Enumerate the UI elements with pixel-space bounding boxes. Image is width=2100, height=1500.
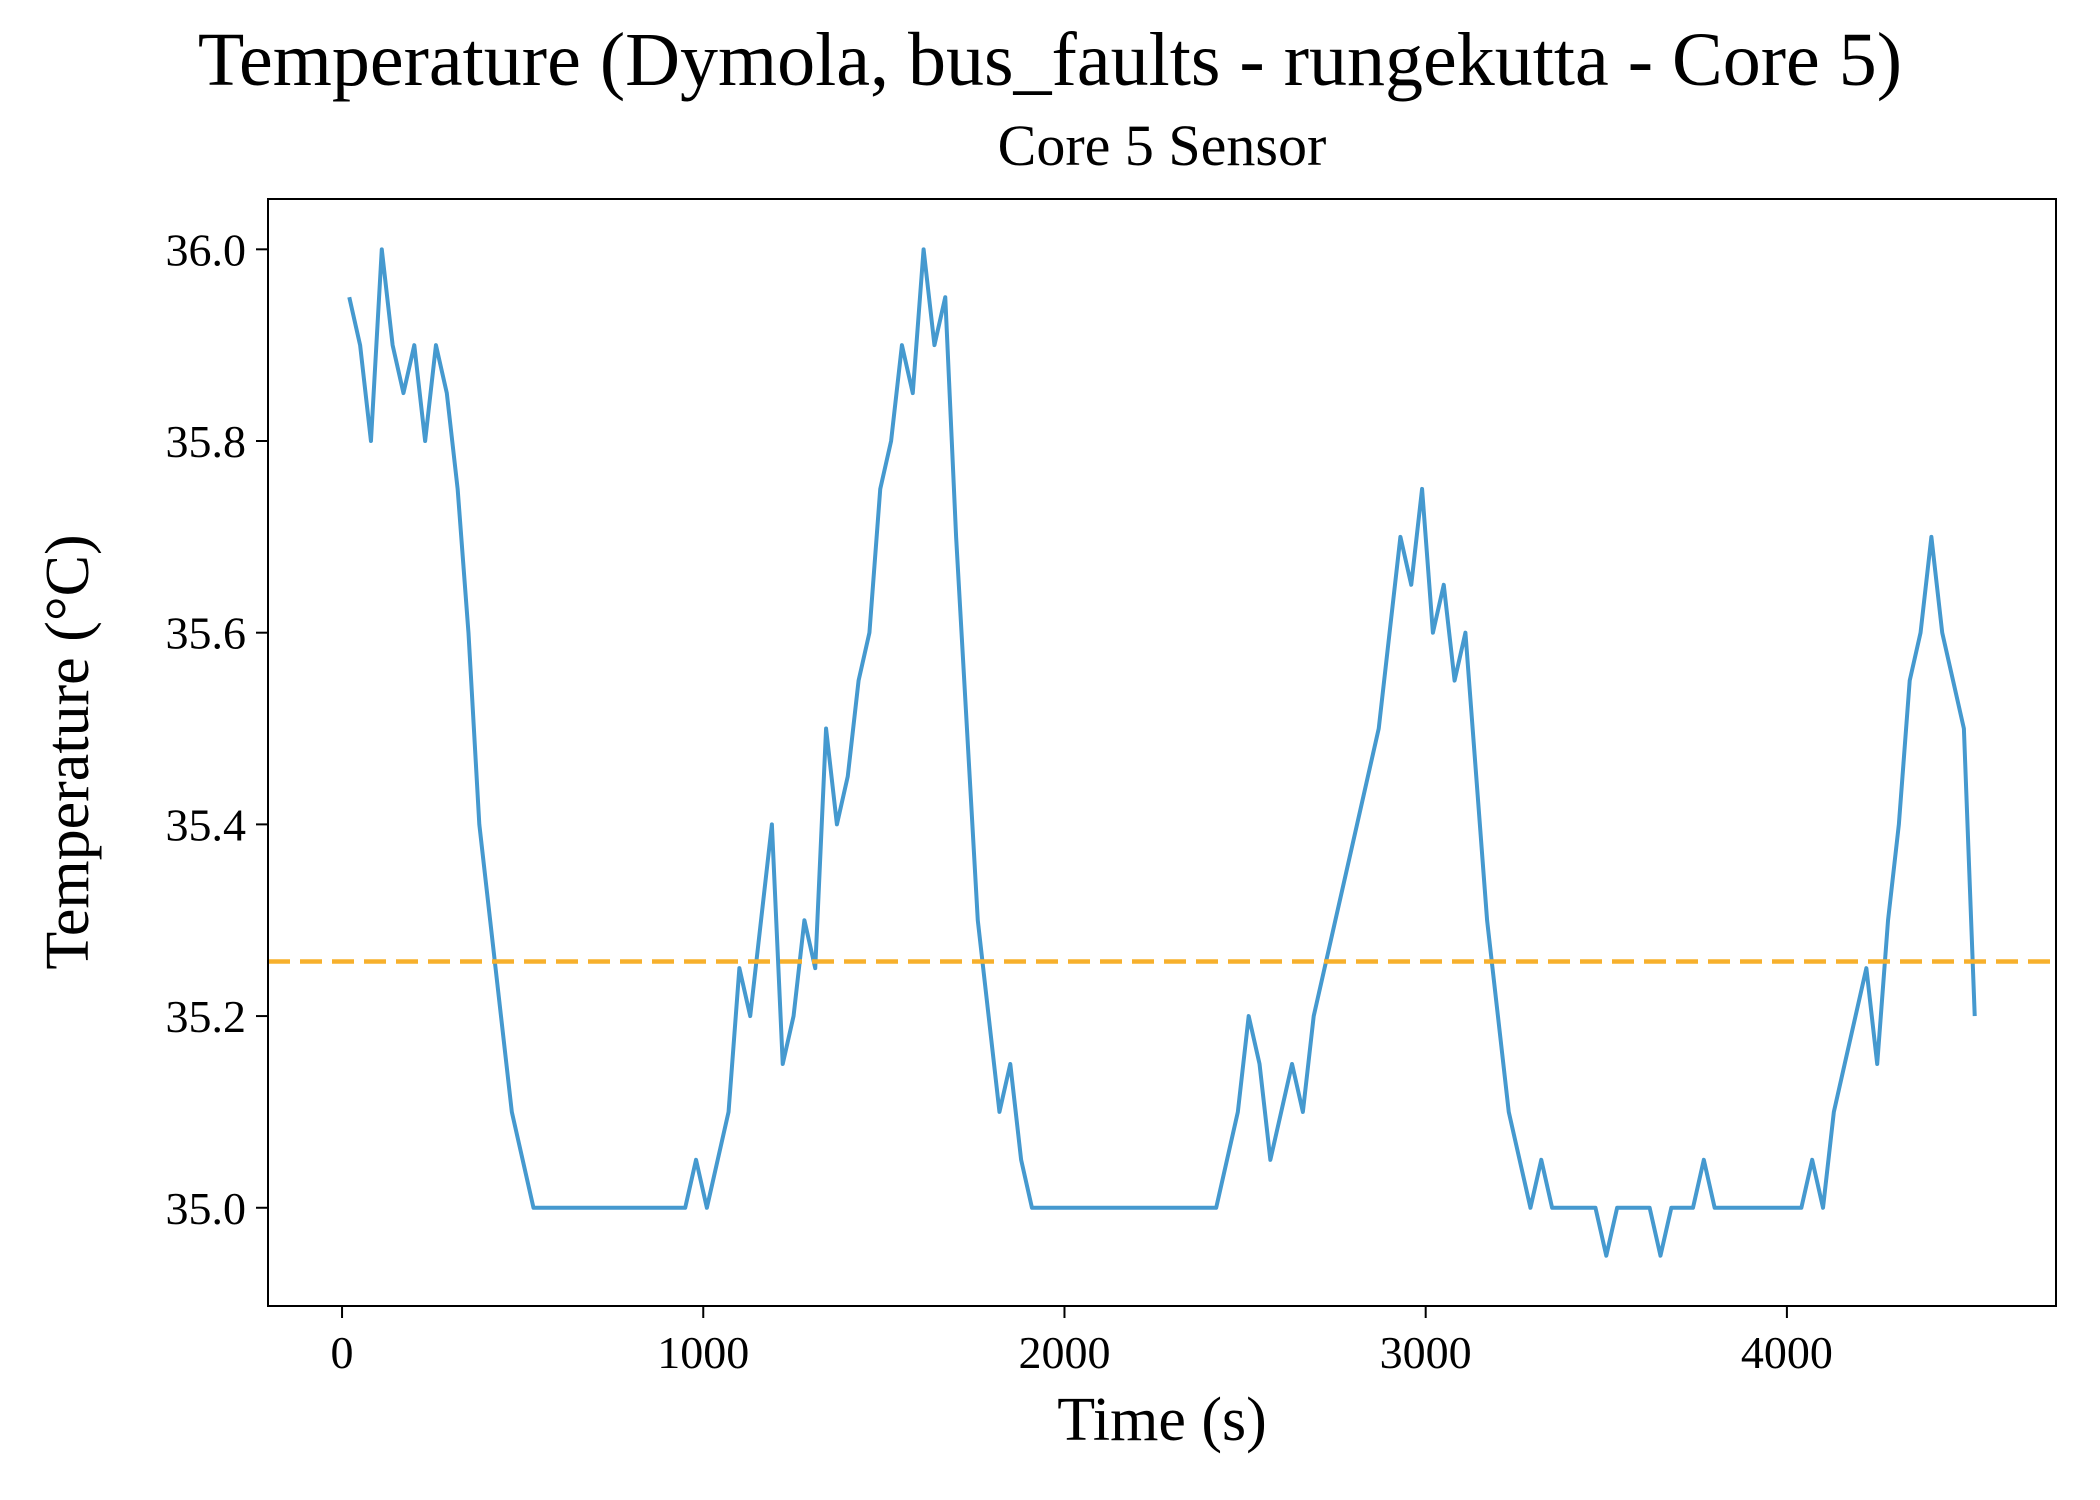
- x-tick-label: 2000: [1018, 1327, 1110, 1378]
- x-tick-label: 0: [331, 1327, 354, 1378]
- y-tick-label: 35.8: [166, 416, 247, 467]
- y-tick-label: 35.0: [166, 1183, 247, 1234]
- y-tick-label: 35.4: [166, 799, 247, 850]
- y-tick-label: 36.0: [166, 224, 247, 275]
- y-axis-label: Temperature (°C): [34, 534, 102, 969]
- data-line: [347, 247, 1977, 1258]
- x-tick-label: 3000: [1380, 1327, 1472, 1378]
- x-tick-label: 4000: [1741, 1327, 1833, 1378]
- x-tick-label: 1000: [657, 1327, 749, 1378]
- plot-frame: [267, 198, 2057, 1307]
- x-axis-label: Time (s): [1057, 1386, 1267, 1454]
- chart-subtitle: Core 5 Sensor: [998, 113, 1327, 178]
- y-tick-label: 35.2: [166, 991, 247, 1042]
- chart-title: Temperature (Dymola, bus_faults - rungek…: [198, 18, 1902, 102]
- y-tick-label: 35.6: [166, 608, 247, 659]
